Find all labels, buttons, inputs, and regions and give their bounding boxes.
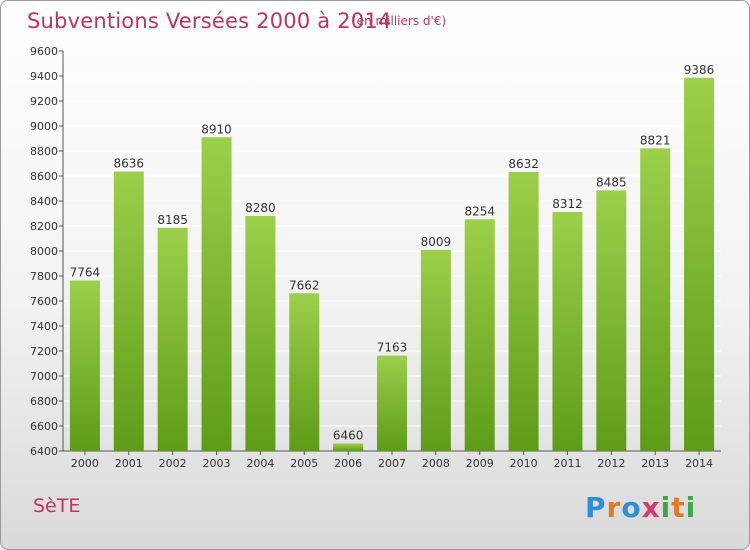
- data-label: 8312: [552, 197, 583, 211]
- data-label: 8632: [508, 157, 539, 171]
- proxiti-logo: Proxiti: [585, 491, 696, 524]
- x-tick-label: 2010: [510, 457, 538, 470]
- x-tick-label: 2007: [378, 457, 406, 470]
- data-label: 9386: [684, 63, 715, 77]
- bar-2012: [596, 190, 627, 451]
- place-name: SèTE: [33, 495, 81, 517]
- y-tick-label: 9200: [30, 95, 58, 108]
- data-label: 8910: [201, 122, 232, 136]
- x-tick-label: 2009: [466, 457, 494, 470]
- x-tick-label: 2004: [246, 457, 274, 470]
- bars: [69, 77, 715, 451]
- y-tick-label: 6600: [30, 420, 58, 433]
- logo-letter: t: [671, 491, 686, 524]
- y-tick-label: 6800: [30, 395, 58, 408]
- bar-2002: [157, 227, 188, 451]
- bar-2007: [377, 355, 407, 451]
- y-tick-label: 7200: [30, 345, 58, 358]
- y-tick-label: 8600: [30, 170, 58, 183]
- data-label: 7163: [377, 341, 408, 355]
- y-tick-label: 9600: [30, 45, 58, 58]
- y-tick-label: 8000: [30, 245, 58, 258]
- y-tick-label: 7400: [30, 320, 58, 333]
- y-tick-label: 9000: [30, 120, 58, 133]
- x-tick-label: 2012: [597, 457, 625, 470]
- data-label: 7662: [289, 278, 320, 292]
- bar-2004: [245, 216, 276, 451]
- bar-2011: [552, 212, 583, 451]
- bar-2003: [201, 137, 232, 451]
- bar-2005: [289, 293, 320, 451]
- y-tick-labels: 6400 6600 6800 7000 7200 7400 7600 7800 8000 8200…: [30, 45, 58, 458]
- x-tick-label: 2013: [641, 457, 669, 470]
- bar-2008: [420, 249, 451, 451]
- bar-2001: [113, 171, 144, 451]
- data-label: 7764: [70, 266, 101, 280]
- y-tick-label: 7600: [30, 295, 58, 308]
- bar-2006: [333, 443, 364, 451]
- logo-letter: x: [641, 491, 661, 524]
- bar-2010: [508, 172, 539, 451]
- logo-letter: o: [621, 491, 642, 524]
- x-tick-label: 2008: [422, 457, 450, 470]
- data-label: 8280: [245, 201, 276, 215]
- x-tick-label: 2011: [553, 457, 581, 470]
- x-tick-label: 2006: [334, 457, 362, 470]
- x-tick-label: 2014: [685, 457, 713, 470]
- x-tick-labels: 2000 2001 2002 2003 2004 2005 2006 2007 2008 2009…: [71, 451, 713, 470]
- data-label: 8636: [114, 157, 145, 171]
- x-tick-label: 2001: [115, 457, 143, 470]
- x-tick-label: 2003: [203, 457, 231, 470]
- y-tick-label: 7800: [30, 270, 58, 283]
- x-tick-label: 2000: [71, 457, 99, 470]
- y-tick-label: 7000: [30, 370, 58, 383]
- logo-letter: i: [660, 491, 672, 524]
- bar-2000: [69, 280, 100, 451]
- chart-subtitle: (en milliers d'€): [352, 14, 447, 28]
- x-tick-label: 2002: [159, 457, 187, 470]
- logo-letter: r: [606, 491, 622, 524]
- chart-title: Subventions Versées 2000 à 2014: [27, 9, 392, 33]
- data-label: 6460: [333, 429, 364, 443]
- data-label: 8821: [640, 133, 671, 147]
- y-tick-label: 8800: [30, 145, 58, 158]
- y-tick-label: 6400: [30, 445, 58, 458]
- data-label: 8254: [464, 204, 495, 218]
- logo-letter: i: [685, 491, 697, 524]
- data-labels: 7764 8636 8185 8910 8280 7662 6460 7163 8009 8254…: [70, 63, 715, 443]
- y-tick-label: 8200: [30, 220, 58, 233]
- bar-2013: [640, 148, 671, 451]
- bar-2009: [464, 219, 495, 451]
- data-label: 8185: [157, 213, 188, 227]
- data-label: 8485: [596, 175, 627, 189]
- bar-2014: [684, 77, 715, 451]
- y-tick-label: 8400: [30, 195, 58, 208]
- y-tick-label: 9400: [30, 70, 58, 83]
- x-tick-label: 2005: [290, 457, 318, 470]
- data-label: 8009: [421, 235, 452, 249]
- logo-letter: P: [585, 491, 607, 524]
